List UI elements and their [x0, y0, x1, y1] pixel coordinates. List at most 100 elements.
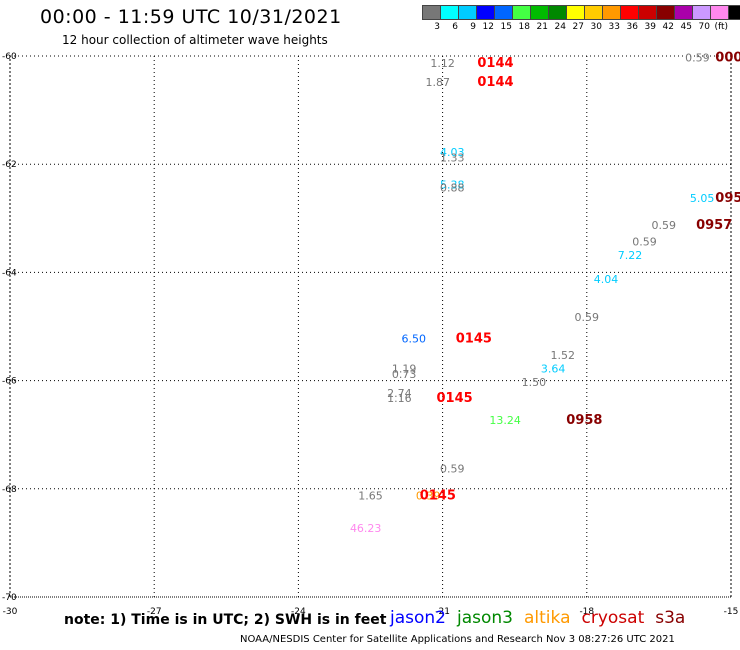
chart-title: 00:00 - 11:59 UTC 10/31/2021 [40, 6, 342, 28]
color-scale-label: (ft) [714, 22, 728, 32]
y-tick-label: -66 [2, 377, 17, 387]
wave-height-label: 1.33 [440, 151, 465, 164]
x-tick-label: -27 [147, 607, 162, 617]
legend-entry-jason3: jason3 [457, 608, 513, 628]
color-scale-label: 6 [452, 22, 458, 32]
pass-time-label: 0145 [437, 391, 473, 406]
color-scale-label: 33 [608, 22, 620, 32]
pass-time-label: 0008 [715, 50, 740, 65]
color-swatch [531, 5, 549, 20]
color-swatch [729, 5, 740, 20]
wave-height-label: 1.52 [551, 349, 576, 362]
color-swatch [441, 5, 459, 20]
color-swatch [585, 5, 603, 20]
color-scale-label: 18 [518, 22, 530, 32]
color-scale-bar [422, 5, 740, 20]
plot-frame [9, 55, 732, 598]
color-scale-label: 30 [590, 22, 602, 32]
y-axis-ticks: -60 -62 -64 -66 -68 -70 [2, 52, 17, 603]
wave-height-label: 0.59 [632, 235, 657, 248]
color-scale-label: 21 [536, 22, 548, 32]
wave-height-label: 7.22 [618, 249, 643, 262]
satellite-legend: jason2 jason3 altika cryosat s3a [390, 608, 685, 628]
color-swatch [657, 5, 675, 20]
color-scale-label: 39 [644, 22, 656, 32]
legend-entry-s3a: s3a [655, 608, 686, 628]
x-tick-label: -24 [291, 607, 306, 617]
wave-height-label: 5.05 [690, 192, 715, 205]
color-swatch [459, 5, 477, 20]
wave-height-label: 0.59 [440, 463, 465, 476]
wave-height-label: 4.04 [594, 273, 619, 286]
pass-time-label: 0144 [477, 75, 513, 90]
note-text: note: 1) Time is in UTC; 2) SWH is in fe… [64, 612, 387, 628]
color-scale-label: 24 [554, 22, 566, 32]
color-scale-label: 36 [626, 22, 638, 32]
wave-height-label: 0.59 [685, 51, 710, 64]
color-scale-label: 45 [680, 22, 692, 32]
pass-time-label: 0145 [420, 489, 456, 504]
color-scale-label: 9 [470, 22, 476, 32]
wave-height-label: 1.12 [430, 57, 455, 70]
wave-height-label: 3.64 [541, 362, 566, 375]
wave-height-label: 1.19 [392, 362, 417, 375]
color-swatch [711, 5, 729, 20]
legend-entry-jason2: jason2 [390, 608, 446, 628]
color-scale-label: 3 [434, 22, 440, 32]
x-axis-ticks: -30 -27 -24 -21 -18 -15 [3, 607, 739, 617]
pass-time-label: 0957 [696, 218, 732, 233]
wave-height-label: 0.88 [440, 181, 465, 194]
wave-height-label: 46.23 [350, 522, 382, 535]
color-swatch [603, 5, 621, 20]
pass-time-label: 0956 [715, 191, 740, 206]
color-swatch [422, 5, 441, 20]
plot-grid [9, 55, 732, 598]
color-scale-label: 12 [482, 22, 494, 32]
color-swatch [477, 5, 495, 20]
color-swatch [549, 5, 567, 20]
color-swatch [621, 5, 639, 20]
y-tick-label: -68 [2, 485, 17, 495]
wave-height-label: 0.73 [392, 368, 417, 381]
color-scale-label: 15 [500, 22, 512, 32]
color-swatch [513, 5, 531, 20]
color-scale-label: 42 [662, 22, 674, 32]
wave-height-label: 0.59 [575, 311, 600, 324]
x-tick-label: -30 [3, 607, 18, 617]
y-tick-label: -64 [2, 268, 17, 278]
wave-height-label: 13.24 [489, 414, 521, 427]
wave-height-label: 6.50 [402, 333, 427, 346]
wave-height-label: 4.03 [440, 146, 465, 159]
color-scale-label: 70 [698, 22, 710, 32]
color-swatch [675, 5, 693, 20]
legend-entry-cryosat: cryosat [581, 608, 645, 628]
wave-height-label: 1.16 [387, 392, 412, 405]
wave-height-label: 1.50 [522, 376, 547, 389]
color-swatch [693, 5, 711, 20]
color-scale-label: 27 [572, 22, 584, 32]
data-points: 1.12 1.87 4.031.33 5.380.88 0.59 5.05 0.59 0.59… [350, 50, 740, 535]
wave-height-label: 2.74 [387, 387, 412, 400]
wave-height-label: 5.38 [440, 179, 465, 192]
wave-height-label: 1.87 [426, 76, 451, 89]
x-tick-label: -15 [724, 607, 739, 617]
x-tick-label: -21 [435, 607, 450, 617]
color-swatch [495, 5, 513, 20]
legend-entry-altika: altika [524, 608, 571, 628]
color-swatch [639, 5, 657, 20]
wave-height-label: 0.39 [416, 490, 441, 503]
y-tick-label: -70 [2, 593, 17, 603]
wave-height-label: 0.59 [651, 219, 676, 232]
pass-time-label: 0145 [456, 332, 492, 347]
color-swatch [567, 5, 585, 20]
x-tick-label: -18 [579, 607, 594, 617]
pass-time-label: 0958 [566, 413, 602, 428]
chart-subtitle: 12 hour collection of altimeter wave hei… [62, 33, 328, 47]
credit-line: NOAA/NESDIS Center for Satellite Applica… [240, 634, 675, 645]
wave-height-label: 1.65 [358, 490, 383, 503]
pass-time-label: 0144 [477, 56, 513, 71]
y-tick-label: -60 [2, 52, 17, 62]
y-tick-label: -62 [2, 160, 17, 170]
color-scale-labels: 3 6 9 12 15 18 21 24 27 30 33 36 39 42 45 70 (ft) [422, 22, 728, 32]
